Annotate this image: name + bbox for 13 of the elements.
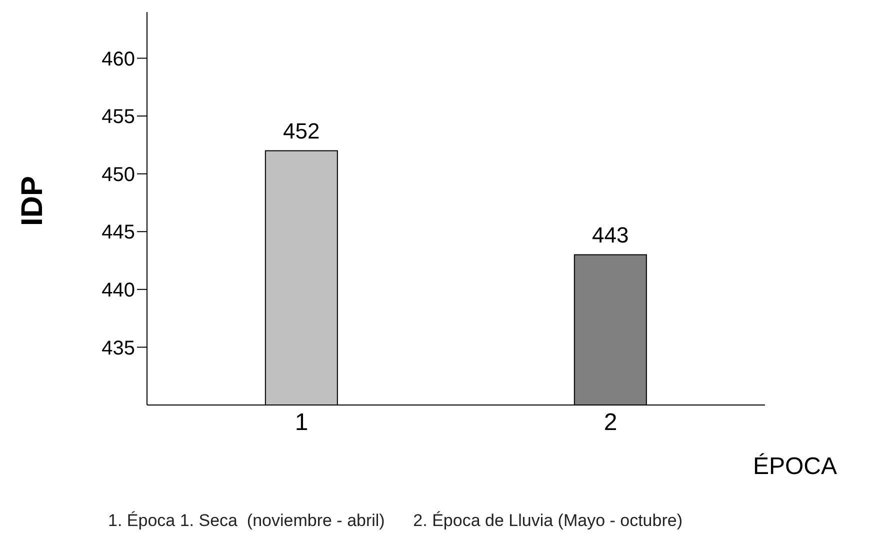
- y-tick-label: 445: [102, 222, 135, 244]
- x-axis-title: ÉPOCA: [753, 453, 838, 481]
- y-tick-label: 455: [102, 106, 135, 128]
- data-label: 452: [283, 118, 320, 144]
- y-axis-title: IDP: [16, 176, 50, 226]
- y-tick-label: 440: [102, 280, 135, 302]
- text: 1. Época 1. Seca (noviembre - abril) 2. Época de Lluvia (Mayo - octubre): [108, 511, 682, 531]
- x-tick-label: 2: [604, 409, 618, 436]
- data-label: 443: [592, 222, 629, 248]
- y-tick-label: 450: [102, 164, 135, 186]
- y-tick-label: 435: [102, 337, 135, 360]
- x-tick-label: 1: [294, 409, 308, 436]
- y-tick-label: 460: [102, 48, 135, 70]
